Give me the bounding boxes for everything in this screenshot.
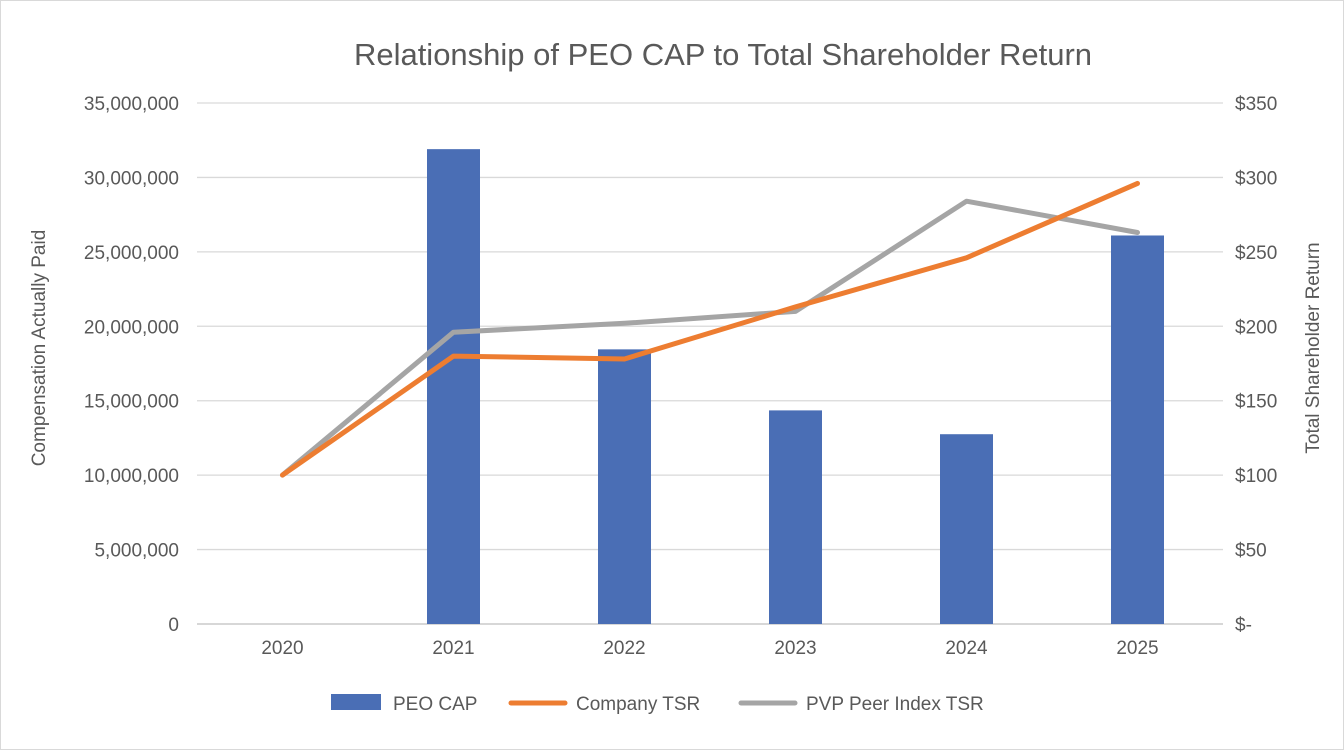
bar-peo-cap: [427, 149, 480, 624]
bar-series: [427, 149, 1164, 625]
right-tick-label: $-: [1235, 615, 1252, 636]
left-tick-label: 10,000,000: [84, 466, 179, 487]
right-tick-label: $300: [1235, 168, 1277, 189]
right-axis-ticks: $- $50 $100 $150 $200 $250 $300 $350: [1235, 94, 1277, 636]
bar-peo-cap: [1111, 235, 1164, 625]
x-axis-ticks: 2020 2021 2022 2023 2024 2025: [261, 638, 1158, 659]
line-company-tsr: [280, 180, 1140, 478]
left-tick-label: 0: [168, 615, 179, 636]
legend-label-peo-cap: PEO CAP: [393, 694, 477, 715]
legend-label-pvp-peer-index-tsr: PVP Peer Index TSR: [806, 694, 984, 715]
right-axis-title: Total Shareholder Return: [1303, 242, 1324, 453]
right-tick-label: $200: [1235, 317, 1277, 338]
right-tick-label: $350: [1235, 94, 1277, 115]
right-tick-label: $250: [1235, 243, 1277, 264]
right-tick-label: $50: [1235, 541, 1267, 562]
left-tick-label: 35,000,000: [84, 94, 179, 115]
x-tick-label: 2025: [1116, 638, 1158, 659]
line-pvp-peer-index-tsr: [280, 198, 1140, 478]
bar-peo-cap: [769, 410, 822, 624]
x-tick-label: 2023: [774, 638, 816, 659]
legend-label-company-tsr: Company TSR: [576, 694, 700, 715]
gridlines: [197, 102, 1223, 625]
right-tick-label: $150: [1235, 392, 1277, 413]
chart-title: Relationship of PEO CAP to Total Shareho…: [354, 37, 1092, 72]
left-tick-label: 30,000,000: [84, 168, 179, 189]
left-tick-label: 25,000,000: [84, 243, 179, 264]
line-series: [280, 180, 1140, 478]
legend-swatch-peo-cap: [331, 694, 381, 710]
left-axis-title: Compensation Actually Paid: [29, 230, 50, 467]
left-tick-label: 15,000,000: [84, 392, 179, 413]
x-tick-label: 2020: [261, 638, 303, 659]
x-tick-label: 2021: [432, 638, 474, 659]
x-tick-label: 2022: [603, 638, 645, 659]
left-tick-label: 20,000,000: [84, 317, 179, 338]
left-tick-label: 5,000,000: [94, 541, 179, 562]
legend: PEO CAP Company TSR PVP Peer Index TSR: [331, 694, 984, 715]
right-tick-label: $100: [1235, 466, 1277, 487]
left-axis-ticks: 0 5,000,000 10,000,000 15,000,000 20,000,000…: [84, 94, 179, 636]
bar-peo-cap: [598, 349, 651, 624]
bar-peo-cap: [940, 434, 993, 624]
x-tick-label: 2024: [945, 638, 988, 659]
